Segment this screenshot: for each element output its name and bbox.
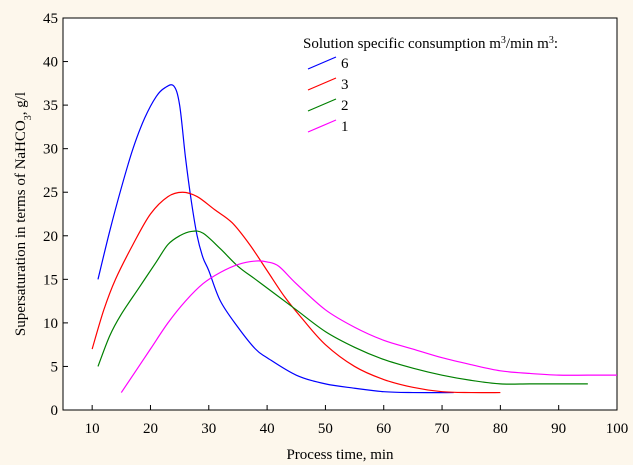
x-tick-label: 30 [201,421,216,437]
plot-area [62,17,618,411]
legend-swatch-6 [307,56,337,70]
legend-title: Solution specific consumption m3/min m3: [303,35,558,53]
y-axis-label: Supersaturation in terms of NaHCO3, g/l [13,92,34,336]
series-line-6 [97,84,454,394]
y-tick-label: 45 [43,11,58,27]
x-axis-ticks: 10 20 30 40 50 60 70 80 90 100 [85,405,629,437]
legend-swatch-3 [307,77,337,91]
series-line-2 [97,230,588,385]
legend-label-2: 2 [341,98,349,114]
x-axis-label: Process time, min [286,447,394,463]
x-tick-label: 90 [551,421,566,437]
series-lines [91,84,617,394]
y-tick-label: 0 [51,403,59,419]
x-tick-label: 100 [606,421,629,437]
y-tick-label: 5 [51,359,59,375]
y-tick-label: 15 [43,272,58,288]
series-line-3 [91,191,501,394]
series-line-1 [120,260,617,393]
legend-label-6: 6 [341,56,349,72]
x-tick-label: 40 [260,421,275,437]
x-tick-label: 10 [85,421,100,437]
x-tick-label: 60 [376,421,391,437]
y-tick-label: 35 [43,98,58,114]
legend-label-1: 1 [341,119,349,135]
x-tick-label: 20 [143,421,158,437]
x-tick-label: 70 [435,421,450,437]
y-tick-label: 10 [43,316,58,332]
x-tick-label: 50 [318,421,333,437]
x-tick-label: 80 [493,421,508,437]
y-tick-label: 30 [43,142,58,158]
y-tick-label: 40 [43,55,58,71]
legend-swatch-2 [307,98,337,112]
y-tick-label: 25 [43,185,58,201]
legend: Solution specific consumption m3/min m3:… [303,35,558,136]
y-axis-ticks: 0 5 10 15 20 25 30 35 40 45 [43,11,68,419]
y-tick-label: 20 [43,229,58,245]
legend-swatch-1 [307,119,337,133]
legend-label-3: 3 [341,77,349,93]
